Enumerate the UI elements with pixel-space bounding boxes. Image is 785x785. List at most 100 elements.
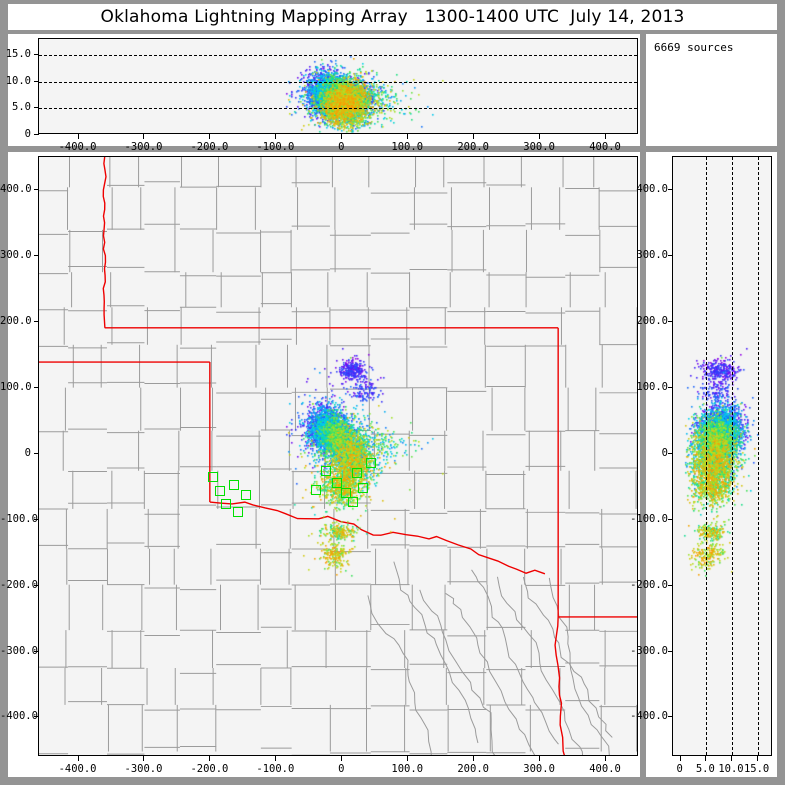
xtick-label-altitude-right: 15.0 (743, 763, 770, 775)
ytick-label-north: 300.0 (0, 248, 32, 261)
xtick-label-east-map: 200.0 (457, 763, 489, 775)
panel-altitude-vs-north (646, 152, 777, 777)
ytick-label-north: -300.0 (0, 644, 38, 657)
lma-station-marker (332, 478, 343, 489)
xtick-mark-map (473, 756, 474, 761)
ytick-label-north: 400.0 (0, 182, 32, 195)
page-title: Oklahoma Lightning Mapping Array 1300-14… (100, 7, 685, 27)
panel-altitude-vs-east (8, 34, 640, 146)
gridline-altitude-15 (39, 55, 637, 56)
xtick-mark-map (539, 756, 540, 761)
ytick-mark-top-panel (34, 107, 39, 108)
gridline-altitude-10 (39, 81, 637, 83)
lma-station-marker (366, 457, 377, 468)
xtick-mark-right-panel (731, 756, 732, 761)
xtick-label-east: 100.0 (391, 141, 424, 153)
xtick-label-east-map: -400.0 (58, 763, 97, 775)
xtick-label-east: -300.0 (124, 141, 163, 153)
ytick-mark-right-panel (668, 387, 673, 388)
ytick-label-north: 100.0 (0, 380, 32, 393)
xtick-label-east: 300.0 (523, 141, 555, 153)
ytick-mark-right-panel (668, 189, 673, 190)
lma-station-layer (39, 157, 637, 755)
scatter-points-altitude-east (39, 39, 637, 133)
plot-altitude-vs-east[interactable] (38, 38, 638, 134)
xtick-mark-right-panel (757, 756, 758, 761)
xtick-mark-right-panel (680, 756, 681, 761)
ytick-mark-right-panel (668, 453, 673, 454)
ytick-label-north-right: 0 (661, 446, 668, 459)
ytick-mark-map (34, 519, 39, 520)
lma-station-marker (233, 507, 244, 518)
xtick-label-east: -200.0 (190, 141, 229, 153)
xtick-mark-map (341, 756, 342, 761)
xtick-mark-top-panel (341, 134, 342, 139)
lma-station-marker (341, 488, 352, 499)
ytick-label-north-right: 400.0 (636, 182, 668, 195)
xtick-label-east-map: 100.0 (391, 763, 424, 775)
ytick-mark-map (34, 387, 39, 388)
ytick-mark-top-panel (34, 54, 39, 55)
xtick-mark-map (275, 756, 276, 761)
ytick-label-altitude: 15.0 (5, 48, 31, 60)
lma-station-marker (214, 486, 225, 497)
xtick-label-east-map: 0 (338, 763, 345, 775)
ytick-label-north-right: 200.0 (636, 314, 668, 327)
scatter-points-plan-view (39, 157, 637, 755)
ytick-mark-right-panel (668, 519, 673, 520)
xtick-mark-top-panel (275, 134, 276, 139)
plot-plan-view-map[interactable] (38, 156, 638, 756)
ytick-label-altitude: 0 (24, 128, 31, 140)
xtick-label-altitude-right: 10.0 (718, 763, 744, 775)
ytick-label-north-right: -400.0 (630, 710, 668, 723)
xtick-mark-top-panel (143, 134, 144, 139)
gridline-altitude-5 (39, 108, 637, 110)
xtick-mark-top-panel (209, 134, 210, 139)
plot-altitude-vs-north[interactable] (672, 156, 772, 756)
ytick-mark-map (34, 321, 39, 322)
ytick-label-north-right: -300.0 (630, 644, 668, 657)
lma-station-marker (221, 498, 232, 509)
xtick-label-east: 0 (338, 141, 345, 153)
lma-station-marker (358, 482, 369, 493)
ytick-mark-map (34, 651, 39, 652)
panel-source-count: 6669 sources (646, 34, 777, 146)
scatter-points-altitude-north (673, 157, 771, 755)
ytick-label-north: -100.0 (0, 512, 38, 525)
ytick-label-altitude: 10.0 (5, 74, 31, 87)
ytick-label-north: -200.0 (0, 578, 38, 591)
ytick-label-north-right: 100.0 (636, 380, 668, 393)
title-bar: Oklahoma Lightning Mapping Array 1300-14… (8, 4, 777, 30)
ytick-mark-right-panel (668, 585, 673, 586)
xtick-label-altitude-right: 0 (676, 763, 683, 775)
xtick-mark-top-panel (407, 134, 408, 139)
ytick-mark-right-panel (668, 716, 673, 717)
xtick-label-east-map: -100.0 (256, 763, 295, 775)
ytick-label-north: -400.0 (0, 710, 38, 723)
xtick-mark-map (143, 756, 144, 761)
xtick-mark-top-panel (473, 134, 474, 139)
xtick-mark-right-panel (705, 756, 706, 761)
panel-plan-view (8, 152, 640, 777)
ytick-mark-top-panel (34, 134, 39, 135)
ytick-mark-map (34, 453, 39, 454)
lma-station-marker (351, 468, 362, 479)
ytick-mark-map (34, 585, 39, 586)
xtick-mark-map (407, 756, 408, 761)
xtick-label-east: -100.0 (256, 141, 295, 153)
ytick-label-north: 0 (24, 446, 31, 459)
ytick-mark-right-panel (668, 255, 673, 256)
lma-station-marker (228, 479, 239, 490)
gridline-altitude-right-5 (706, 157, 708, 755)
xtick-label-east: -400.0 (58, 141, 97, 153)
lma-station-marker (241, 490, 252, 501)
xtick-mark-top-panel (539, 134, 540, 139)
gridline-altitude-right-15 (757, 157, 759, 755)
xtick-mark-top-panel (605, 134, 606, 139)
xtick-label-altitude-right: 5.0 (695, 763, 715, 775)
lma-station-marker (208, 471, 219, 482)
ytick-mark-top-panel (34, 81, 39, 82)
xtick-mark-map (605, 756, 606, 761)
lma-station-marker (321, 465, 332, 476)
